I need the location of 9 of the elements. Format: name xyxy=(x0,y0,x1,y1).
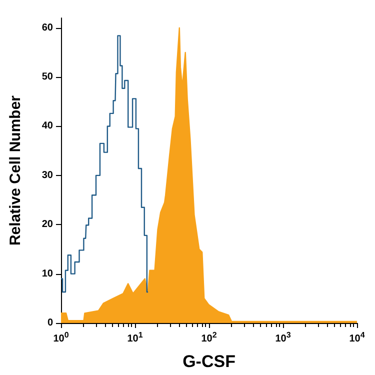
y-tick-label: 60 xyxy=(42,22,54,34)
y-tick-label: 40 xyxy=(42,120,54,132)
y-tick-label: 50 xyxy=(42,72,54,83)
y-tick-label: 0 xyxy=(47,318,54,328)
y-tick-label: 10 xyxy=(42,268,54,280)
x-axis-title: G-CSF xyxy=(182,352,236,371)
y-tick-label: 20 xyxy=(42,219,54,230)
y-axis-title: Relative Cell Number xyxy=(7,95,24,246)
y-tick-label: 30 xyxy=(42,170,54,181)
